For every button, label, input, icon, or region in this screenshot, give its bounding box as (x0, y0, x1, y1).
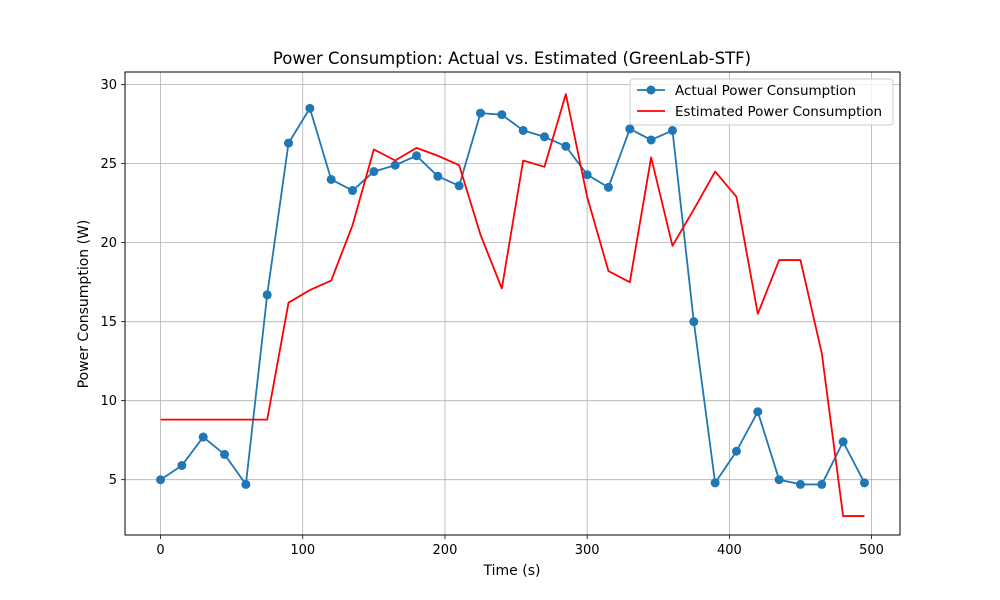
data-point-actual (390, 160, 400, 170)
series-line-actual (160, 107, 866, 486)
chart-title: Power Consumption: Actual vs. Estimated … (273, 49, 751, 68)
data-point-actual (731, 446, 741, 456)
data-point-actual (795, 479, 805, 489)
data-point-actual (603, 182, 613, 192)
data-point-actual (561, 141, 571, 151)
data-point-actual (753, 407, 763, 417)
data-point-actual (646, 135, 656, 145)
x-tick-label: 0 (156, 543, 164, 558)
data-point-actual (625, 124, 635, 134)
data-point-actual (838, 437, 848, 447)
plot-series (156, 93, 869, 517)
legend-label-estimated: Estimated Power Consumption (675, 104, 882, 120)
data-point-actual (284, 138, 294, 148)
legend: Actual Power Consumption Estimated Power… (629, 78, 894, 126)
data-point-actual (710, 478, 720, 488)
series-line-estimated (160, 93, 865, 517)
axis-ticks: 0 100 200 300 400 500 5 10 15 20 25 30 (100, 78, 884, 558)
data-point-actual (369, 167, 379, 177)
y-tick-label: 5 (109, 473, 117, 488)
y-tick-label: 20 (100, 236, 117, 251)
x-tick-label: 400 (717, 543, 742, 558)
x-axis-label: Time (s) (483, 563, 541, 579)
data-point-actual (476, 108, 486, 118)
grid (125, 72, 900, 535)
plot-frame (124, 71, 901, 536)
y-tick-label: 25 (100, 157, 117, 172)
y-tick-label: 30 (100, 78, 117, 93)
data-point-actual (774, 475, 784, 485)
x-tick-label: 300 (575, 543, 600, 558)
y-tick-label: 10 (100, 394, 117, 409)
data-point-actual (348, 186, 358, 196)
data-point-actual (859, 478, 869, 488)
legend-marker-actual (646, 85, 656, 95)
legend-box (629, 78, 894, 126)
data-point-actual (582, 170, 592, 180)
x-tick-label: 500 (859, 543, 884, 558)
data-point-actual (817, 479, 827, 489)
data-point-actual (433, 171, 443, 181)
data-point-actual (262, 290, 272, 300)
data-point-actual (412, 151, 422, 161)
data-point-actual (454, 181, 464, 191)
data-point-actual (241, 479, 251, 489)
y-tick-label: 15 (100, 315, 117, 330)
x-tick-label: 200 (433, 543, 458, 558)
data-point-actual (326, 174, 336, 184)
data-point-actual (220, 449, 230, 459)
data-point-actual (305, 103, 315, 113)
data-point-actual (198, 432, 208, 442)
data-point-actual (689, 317, 699, 327)
data-point-actual (518, 125, 528, 135)
data-point-actual (667, 125, 677, 135)
data-point-actual (177, 460, 187, 470)
y-axis-label: Power Consumption (W) (76, 220, 92, 389)
legend-label-actual: Actual Power Consumption (675, 83, 856, 99)
x-tick-label: 100 (290, 543, 315, 558)
data-point-actual (539, 132, 549, 142)
data-point-actual (156, 475, 166, 485)
data-point-actual (497, 110, 507, 120)
